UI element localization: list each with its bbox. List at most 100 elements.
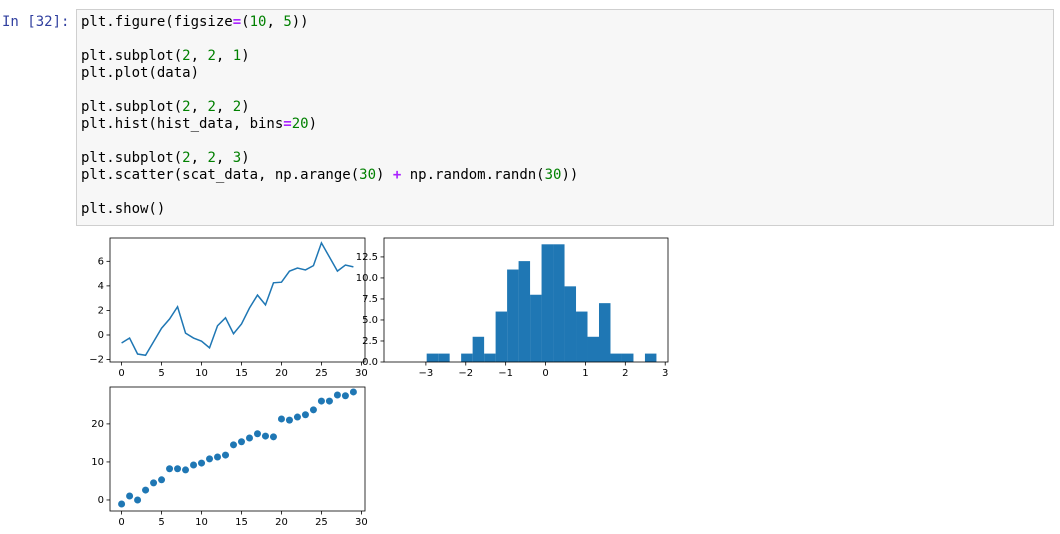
x-tick-label: 25 <box>315 517 328 528</box>
y-tick-label: 0 <box>98 330 104 341</box>
y-tick-label: 5.0 <box>362 315 378 326</box>
hist-bar <box>518 261 531 362</box>
scatter-point <box>174 465 182 473</box>
scatter-point <box>150 479 158 487</box>
x-tick-label: 15 <box>235 368 248 379</box>
y-tick-label: 2.5 <box>362 336 378 347</box>
hist-bar <box>461 353 473 362</box>
scatter-point <box>309 406 317 414</box>
scatter-point <box>198 459 206 467</box>
code-line: plt.subplot(2, 2, 2) <box>81 99 250 115</box>
scatter-point <box>245 434 253 442</box>
subplot: 0 5 10 15 20 25 30 0 10 20 <box>91 386 368 528</box>
hist-bar <box>438 353 450 362</box>
cell-prompt: In [32]: <box>2 14 69 30</box>
scatter-point <box>301 411 309 419</box>
scatter-point <box>261 432 269 440</box>
hist-bar <box>587 336 599 362</box>
scatter-point <box>277 415 285 423</box>
scatter-point <box>333 391 341 399</box>
scatter-point <box>134 496 142 504</box>
y-tick-label: −2 <box>89 355 104 366</box>
scatter-point <box>126 492 134 500</box>
code-line: plt.plot(data) <box>81 65 199 81</box>
x-tick-label: 30 <box>355 517 368 528</box>
scatter-point <box>190 461 198 469</box>
hist-bar <box>644 353 657 362</box>
scatter-point <box>285 416 293 424</box>
axes-frame <box>109 237 366 363</box>
x-tick-label: 3 <box>662 368 668 379</box>
y-tick-label: 6 <box>98 256 104 267</box>
y-tick-label: 10 <box>91 457 104 468</box>
scatter-point <box>317 397 325 405</box>
x-tick-label: 30 <box>355 368 368 379</box>
hist-bar <box>530 294 542 362</box>
x-tick-label: −2 <box>458 368 473 379</box>
hist-bar <box>484 353 496 362</box>
scatter-point <box>214 453 222 461</box>
y-tick-label: 4 <box>98 281 104 292</box>
hist-bar <box>621 353 634 362</box>
x-tick-label: 1 <box>582 368 588 379</box>
code-line: plt.show() <box>81 201 165 217</box>
x-tick-label: 0 <box>118 368 124 379</box>
scatter-point <box>237 438 245 446</box>
x-tick-label: 5 <box>158 368 164 379</box>
axes-frame <box>383 237 669 363</box>
x-tick-label: 20 <box>275 517 288 528</box>
scatter-point <box>206 455 214 463</box>
y-tick-label: 10.0 <box>356 273 378 284</box>
y-tick-label: 20 <box>91 419 104 430</box>
code-line: plt.subplot(2, 2, 3) <box>81 150 250 166</box>
scatter-point <box>182 466 190 474</box>
hist-bar <box>472 336 485 362</box>
x-tick-label: 5 <box>158 517 164 528</box>
hist-bar <box>553 244 565 362</box>
x-tick-label: −1 <box>498 368 513 379</box>
hist-bar <box>598 303 611 362</box>
hist-bar <box>564 286 577 362</box>
scatter-point <box>269 433 277 441</box>
scatter-point <box>222 451 230 459</box>
hist-bar <box>507 269 519 362</box>
hist-bar <box>576 311 588 362</box>
subplot: 0 5 10 15 20 25 30 −2 0 2 4 6 <box>89 237 368 379</box>
x-tick-label: 15 <box>235 517 248 528</box>
code-line: plt.subplot(2, 2, 1) <box>81 48 250 64</box>
hist-bar <box>610 353 622 362</box>
scatter-point <box>325 397 333 405</box>
line-series <box>121 241 354 357</box>
scatter-point <box>166 465 174 473</box>
code-line: plt.scatter(scat_data, np.arange(30) + n… <box>81 167 578 183</box>
scatter-point <box>349 388 357 396</box>
y-tick-label: 7.5 <box>362 294 378 305</box>
x-tick-label: 10 <box>195 517 208 528</box>
hist-bar <box>426 353 439 362</box>
hist-bar <box>541 244 554 362</box>
scatter-point <box>142 486 150 494</box>
code-cell[interactable] <box>76 9 1054 226</box>
y-tick-label: 0 <box>98 495 104 506</box>
x-tick-label: 0 <box>542 368 548 379</box>
subplot: −3 −2 −1 0 1 2 3 0.0 2.5 5.0 7.5 10.0 12.5 <box>356 237 669 379</box>
code-line: plt.hist(hist_data, bins=20) <box>81 116 317 132</box>
scatter-point <box>293 413 301 421</box>
x-tick-label: 20 <box>275 368 288 379</box>
x-tick-label: 0 <box>118 517 124 528</box>
scatter-point <box>230 441 238 449</box>
scatter-point <box>158 476 166 484</box>
hist-bar <box>495 311 508 362</box>
x-tick-label: 10 <box>195 368 208 379</box>
x-tick-label: 2 <box>622 368 628 379</box>
x-tick-label: −3 <box>419 368 434 379</box>
scatter-point <box>253 430 261 438</box>
x-tick-label: 25 <box>315 368 328 379</box>
scatter-point <box>341 392 349 400</box>
axes-frame <box>109 386 366 512</box>
y-tick-label: 12.5 <box>356 252 378 263</box>
y-tick-label: 0.0 <box>362 357 378 368</box>
y-tick-label: 2 <box>98 305 104 316</box>
